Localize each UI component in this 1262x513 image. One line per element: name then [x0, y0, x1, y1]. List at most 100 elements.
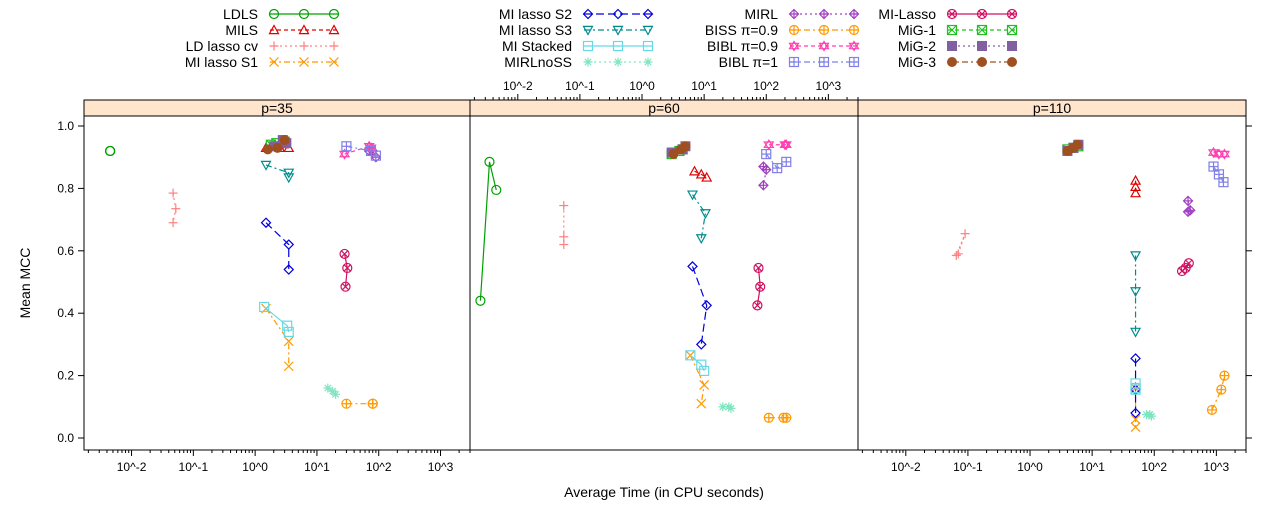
legend-key-symbol — [946, 8, 958, 20]
symbol-triangle — [701, 171, 713, 182]
data-point — [1130, 407, 1141, 419]
legend-key-symbol — [848, 40, 860, 52]
symbol-square — [282, 320, 293, 331]
series-mils — [1130, 174, 1142, 198]
series-line — [479, 161, 497, 301]
symbol-circle — [1183, 258, 1194, 269]
data-point — [951, 250, 961, 260]
symbol-stroke — [644, 58, 652, 66]
legend-key-symbol — [612, 25, 624, 36]
symbol-stroke — [948, 10, 956, 18]
symbol-square — [582, 40, 594, 52]
series-line — [265, 222, 290, 270]
data-point — [686, 190, 699, 201]
series-line — [265, 164, 290, 178]
symbol-square — [283, 326, 294, 338]
data-point — [331, 389, 341, 399]
symbol-stroke — [696, 398, 707, 409]
series-mi-lasso — [339, 248, 353, 292]
series-ld-lasso-cv — [559, 201, 569, 250]
data-point — [1072, 139, 1083, 150]
panel-p-110: p=110 10^-2 10^-1 10^0 10^1 10^2 10^3 — [857, 99, 1247, 474]
legend-entry-bibl-pi-1: BIBL π=1 — [719, 54, 860, 70]
data-point — [780, 139, 792, 151]
symbol-square — [699, 365, 710, 377]
symbol-filled-circle — [977, 57, 987, 67]
legend-entry-ld-lasso-cv: LD lasso cv — [186, 38, 339, 54]
symbol-stroke — [727, 404, 735, 412]
symbol-diamond — [1130, 407, 1141, 419]
data-point — [953, 249, 963, 259]
series-mirlnoss — [1141, 410, 1156, 421]
data-point — [559, 240, 569, 250]
legend-key-symbol — [329, 41, 339, 51]
data-point — [282, 320, 293, 331]
series-line — [692, 194, 707, 239]
data-point — [171, 204, 181, 214]
x-tick-label: 10^2 — [366, 460, 392, 474]
data-point — [1182, 195, 1194, 207]
symbol-stroke — [283, 361, 294, 372]
series-mi-lasso-s1 — [261, 303, 294, 372]
symbol-triangle — [1130, 181, 1142, 192]
symbol-triangle — [788, 40, 800, 50]
symbol-filled-circle — [1007, 57, 1017, 67]
data-point — [688, 165, 701, 176]
legend-key-symbol — [788, 8, 800, 20]
y-tick-label: 1.0 — [57, 119, 74, 133]
data-point — [168, 218, 178, 228]
symbol-triangle-down — [365, 144, 377, 154]
panel-strip-label: p=60 — [648, 100, 680, 116]
legend-key-symbol — [848, 24, 860, 36]
series-mi-lasso-s3 — [686, 190, 711, 245]
series-biss-pi-0-9 — [763, 412, 792, 423]
series-mirlnoss — [718, 402, 736, 413]
legend-key-symbol — [976, 8, 988, 20]
legend-entry-mig-1: MiG-1 — [898, 22, 1018, 38]
symbol-diamond — [1130, 353, 1141, 364]
data-point — [760, 164, 772, 176]
symbol-circle — [752, 300, 763, 311]
data-point — [283, 264, 295, 275]
legend-key-symbol — [1006, 8, 1018, 20]
symbol-triangle — [1130, 174, 1142, 185]
legend-label: MI lasso S3 — [499, 22, 572, 38]
series-line — [691, 266, 708, 345]
symbol-diamond — [642, 8, 654, 20]
symbol-stroke — [341, 283, 350, 291]
legend-key-symbol — [268, 24, 280, 35]
legend-entry-bibl-pi-0-9: BIBL π=0.9 — [707, 38, 860, 54]
x-tick-label: 10^1 — [691, 79, 717, 93]
legend-label: MI Stacked — [502, 38, 572, 54]
legend-key-symbol — [818, 24, 830, 36]
legend-label: BIBL π=0.9 — [707, 38, 778, 54]
legend-label: MIRL — [745, 6, 779, 22]
symbol-stroke — [329, 57, 339, 67]
symbol-triangle-down — [612, 25, 624, 36]
data-point — [168, 188, 178, 198]
x-tick-label: 10^-1 — [179, 460, 209, 474]
symbol-square — [612, 40, 624, 52]
symbol-circle — [475, 295, 486, 306]
legend-key-symbol — [582, 8, 594, 20]
symbol-stroke — [299, 57, 309, 67]
data-point — [283, 239, 295, 250]
series-mi-stacked — [685, 350, 710, 377]
legend-key-symbol — [946, 24, 958, 36]
y-tick-label: 0.8 — [57, 181, 74, 195]
y-tick-label: 0.2 — [57, 369, 74, 383]
legend-key-symbol — [643, 57, 653, 67]
series-biss-pi-0-9 — [1206, 370, 1230, 416]
series-mirl — [1182, 195, 1196, 218]
legend-key-symbol — [298, 8, 310, 20]
data-point — [341, 141, 352, 152]
x-axis-ticks: 10^-2 10^-1 10^0 10^1 10^2 10^3 — [473, 79, 859, 100]
y-tick-label: 0.0 — [57, 431, 74, 445]
symbol-triangle-down — [818, 42, 830, 52]
series-line — [265, 308, 290, 367]
legend-key-symbol — [642, 40, 654, 52]
legend-label: MI lasso S2 — [499, 6, 572, 22]
x-tick-label: 10^2 — [1141, 460, 1167, 474]
symbol-triangle — [780, 139, 792, 149]
data-point — [685, 350, 696, 361]
